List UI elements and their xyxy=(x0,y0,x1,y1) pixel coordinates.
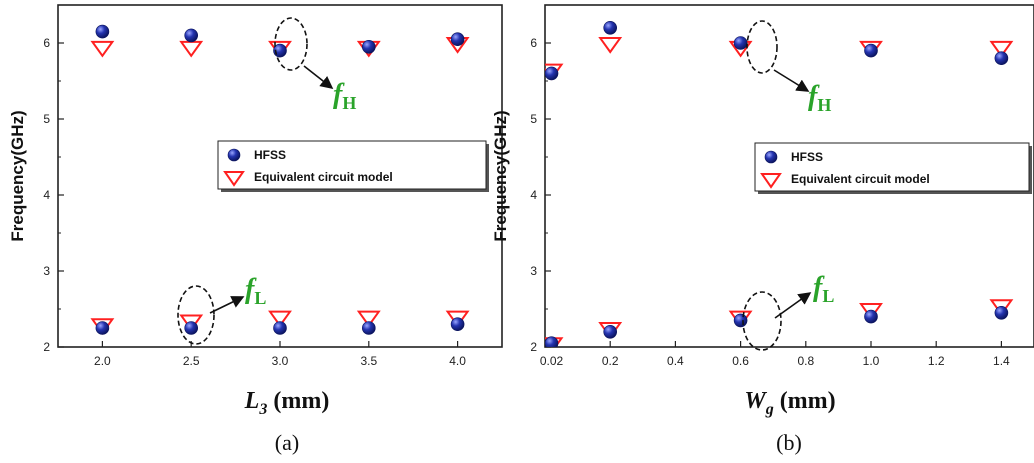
annotation-label: fH xyxy=(808,81,831,115)
x-tick-label: 1.0 xyxy=(863,354,880,368)
annotation-arrow xyxy=(773,69,810,92)
y-axis-label: Frequency(GHz) xyxy=(8,110,27,241)
hfss-point xyxy=(864,309,878,324)
hfss-point xyxy=(603,324,618,339)
hfss-point xyxy=(733,36,748,50)
x-tick-label: 0.8 xyxy=(797,354,814,368)
legend-entry-label: HFSS xyxy=(254,148,286,162)
annotation-arrow xyxy=(303,65,334,89)
legend-entry-label: HFSS xyxy=(791,150,823,164)
x-axis-label: L3 (mm) xyxy=(244,388,330,418)
x-tick-label: 3.5 xyxy=(360,354,377,368)
legend-box xyxy=(754,142,1030,192)
y-tick-label: 3 xyxy=(43,264,50,278)
y-tick-label: 5 xyxy=(43,112,50,126)
hfss-point xyxy=(273,321,287,335)
legend-hfss-marker xyxy=(227,148,241,162)
circuit-model-point xyxy=(445,310,470,328)
annotation-arrow xyxy=(209,296,245,314)
plot-frame xyxy=(544,4,1034,348)
legend-circuit-marker xyxy=(223,171,245,187)
circuit-model-point xyxy=(356,310,381,328)
hfss-point xyxy=(450,32,465,47)
y-tick-label: 6 xyxy=(43,36,50,50)
hfss-point xyxy=(95,321,110,335)
hfss-point xyxy=(864,43,878,58)
annotation-ellipse xyxy=(177,285,215,345)
legend-circuit-marker xyxy=(760,173,782,189)
x-tick-label: 2.0 xyxy=(94,354,111,368)
circuit-model-point xyxy=(179,314,204,332)
x-tick-label: 0.02 xyxy=(540,354,564,368)
y-tick-label: 4 xyxy=(530,188,537,202)
annotation-arrow xyxy=(774,292,812,319)
hfss-point xyxy=(545,336,559,347)
x-tick-label: 4.0 xyxy=(449,354,466,368)
circuit-model-point xyxy=(989,299,1014,316)
x-tick-label: 0.6 xyxy=(732,354,749,368)
x-axis-label: Wg (mm) xyxy=(744,388,835,418)
x-tick-label: 0.4 xyxy=(667,354,684,368)
legend-box xyxy=(217,140,487,190)
annotation-ellipse xyxy=(746,20,778,74)
x-tick-label: 3.0 xyxy=(272,354,289,368)
circuit-model-point xyxy=(859,303,883,320)
hfss-point xyxy=(450,317,465,332)
circuit-model-point xyxy=(179,40,204,58)
hfss-point xyxy=(361,321,376,335)
x-tick-label: 1.4 xyxy=(993,354,1010,368)
legend-hfss-marker xyxy=(764,150,778,164)
hfss-point xyxy=(994,51,1009,66)
y-tick-label: 5 xyxy=(530,112,537,126)
hfss-point xyxy=(994,305,1009,320)
circuit-model-point xyxy=(90,40,115,58)
circuit-model-point xyxy=(598,37,623,54)
annotation-ellipse xyxy=(742,291,782,351)
hfss-point xyxy=(545,66,559,81)
legend: HFSS Equivalent circuit model xyxy=(754,142,1032,194)
y-axis-label: Frequency(GHz) xyxy=(491,110,510,241)
chart-panel-a: 2 3 4 5 6 2.0 2.5 3.0 3.5 4.0 Frequency(GHz) L3 (mm… xyxy=(8,4,503,455)
y-tick-label: 2 xyxy=(530,340,537,354)
y-tick-label: 2 xyxy=(43,340,50,354)
legend: HFSS Equivalent circuit model xyxy=(217,140,489,192)
panel-label: (b) xyxy=(776,430,802,455)
legend-entry-label: Equivalent circuit model xyxy=(254,170,393,184)
y-tick-label: 4 xyxy=(43,188,50,202)
x-tick-label: 1.2 xyxy=(928,354,945,368)
annotation-label: fL xyxy=(245,274,266,308)
annotation-label: fH xyxy=(333,79,356,113)
x-tick-label: 0.2 xyxy=(602,354,619,368)
hfss-point xyxy=(361,39,376,54)
annotation-ellipse xyxy=(274,17,308,71)
circuit-model-point xyxy=(268,310,292,328)
x-tick-label: 2.5 xyxy=(183,354,200,368)
panel-label: (a) xyxy=(275,430,299,455)
legend-entry-label: Equivalent circuit model xyxy=(791,172,930,186)
hfss-point xyxy=(95,24,110,39)
circuit-model-point xyxy=(989,40,1014,58)
hfss-point xyxy=(733,313,748,328)
y-tick-label: 6 xyxy=(530,36,537,50)
y-tick-label: 3 xyxy=(530,264,537,278)
data-points xyxy=(90,24,470,335)
chart-panel-b: 2 3 4 5 6 0.02 0.2 0.4 0.6 0.8 1.0 1.2 1.4 Frequency(… xyxy=(491,4,1034,455)
hfss-point xyxy=(603,20,618,35)
data-points xyxy=(545,20,1014,347)
hfss-point xyxy=(184,28,198,43)
hfss-point xyxy=(184,321,198,335)
annotation-label: fL xyxy=(813,272,834,306)
